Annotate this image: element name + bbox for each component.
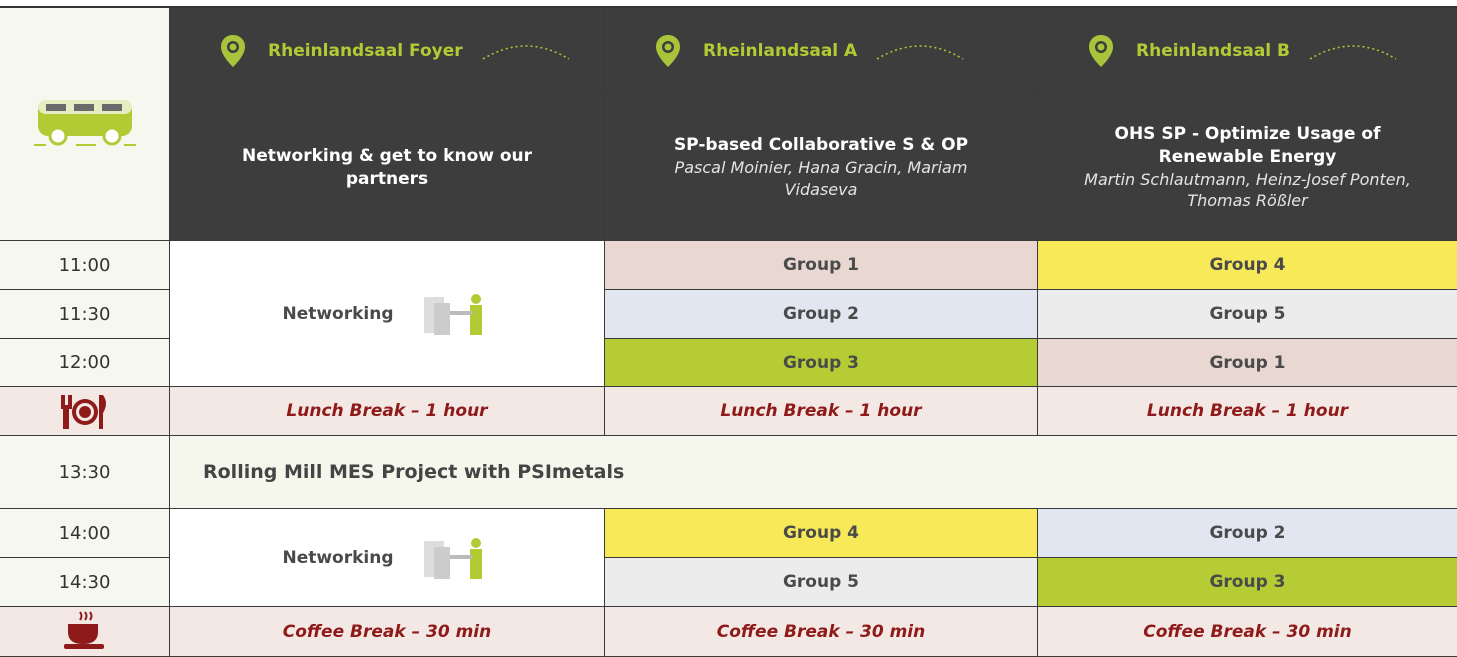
networking-cell: Networking bbox=[170, 509, 605, 607]
plenary-cell-text: Rolling Mill MES Project with PSImetals bbox=[203, 461, 625, 483]
time-cell: 12:00 bbox=[0, 339, 170, 387]
time-cell-text: 11:00 bbox=[58, 254, 111, 276]
group-cell-text: Group 5 bbox=[782, 572, 860, 592]
time-cell-text: 14:30 bbox=[58, 571, 111, 593]
group-cell: Group 4 bbox=[1038, 241, 1457, 290]
lunch-icon-cell bbox=[0, 387, 170, 436]
room-header: Rheinlandsaal Foyer bbox=[170, 8, 605, 95]
pin-icon bbox=[656, 35, 680, 67]
coffee-icon-cell bbox=[0, 607, 170, 657]
van-icon bbox=[33, 100, 136, 146]
room-header-text: Rheinlandsaal B bbox=[1136, 41, 1290, 61]
session-cell: SP-based Collaborative S & OP Pascal Moin… bbox=[605, 95, 1038, 241]
coffee-cell: Coffee Break – 30 min bbox=[605, 607, 1038, 657]
coffee-cell: Coffee Break – 30 min bbox=[170, 607, 605, 657]
group-cell: Group 1 bbox=[605, 241, 1038, 290]
networking-icon bbox=[423, 293, 482, 335]
session-title: SP-based Collaborative S & OP bbox=[673, 135, 969, 156]
group-cell-text: Group 2 bbox=[782, 304, 860, 324]
plenary-cell: Rolling Mill MES Project with PSImetals bbox=[170, 436, 1457, 509]
networking-cell-text: Networking bbox=[282, 303, 394, 324]
lunch-cell: Lunch Break – 1 hour bbox=[605, 387, 1038, 436]
group-cell-text: Group 1 bbox=[1209, 352, 1286, 373]
dotted-arc bbox=[1309, 45, 1397, 60]
dotted-arc bbox=[482, 45, 570, 60]
top-border bbox=[0, 6, 1457, 9]
time-cell-text: 14:00 bbox=[58, 522, 111, 544]
coffee-cell: Coffee Break – 30 min bbox=[1038, 607, 1457, 657]
group-cell: Group 2 bbox=[1038, 509, 1457, 558]
pin-icon bbox=[1089, 35, 1113, 67]
session-speakers: Pascal Moinier, Hana Gracin, Mariam Vida… bbox=[674, 158, 968, 199]
time-cell: 14:00 bbox=[0, 509, 170, 558]
lunch-cell: Lunch Break – 1 hour bbox=[1038, 387, 1457, 436]
group-cell-text: Group 3 bbox=[1209, 572, 1286, 592]
networking-cell-text: Networking bbox=[282, 547, 394, 568]
session-cell: Networking & get to know our partners bbox=[170, 95, 605, 241]
lunch-cell-text: Lunch Break – 1 hour bbox=[1146, 401, 1349, 421]
time-cell: 14:30 bbox=[0, 558, 170, 607]
group-cell: Group 5 bbox=[1038, 290, 1457, 339]
room-header-text: Rheinlandsaal A bbox=[703, 41, 858, 61]
coffee-icon bbox=[63, 610, 104, 649]
lunch-cell-text: Lunch Break – 1 hour bbox=[720, 401, 922, 421]
dotted-arc bbox=[876, 45, 964, 60]
room-header: Rheinlandsaal B bbox=[1038, 8, 1457, 95]
time-cell: 11:00 bbox=[0, 241, 170, 290]
group-cell-text: Group 5 bbox=[1209, 304, 1286, 324]
group-cell: Group 3 bbox=[605, 339, 1038, 387]
group-cell: Group 1 bbox=[1038, 339, 1457, 387]
session-title: OHS SP - Optimize Usage of Renewable Ene… bbox=[1114, 123, 1381, 167]
group-cell: Group 4 bbox=[605, 509, 1038, 558]
group-cell: Group 2 bbox=[605, 290, 1038, 339]
time-cell-text: 12:00 bbox=[58, 352, 111, 373]
coffee-cell-text: Coffee Break – 30 min bbox=[716, 621, 926, 642]
group-cell-text: Group 3 bbox=[782, 352, 860, 373]
group-cell: Group 5 bbox=[605, 558, 1038, 607]
coffee-cell-text: Coffee Break – 30 min bbox=[282, 621, 492, 642]
time-cell: 11:30 bbox=[0, 290, 170, 339]
room-header-text: Rheinlandsaal Foyer bbox=[268, 41, 463, 61]
group-cell: Group 3 bbox=[1038, 558, 1457, 607]
group-cell-text: Group 1 bbox=[782, 255, 860, 275]
lunch-icon bbox=[60, 395, 106, 429]
networking-cell: Networking bbox=[170, 241, 605, 387]
session-speakers: Martin Schlautmann, Heinz-Josef Ponten, … bbox=[1084, 169, 1411, 211]
time-cell-text: 13:30 bbox=[58, 461, 111, 483]
pin-icon bbox=[221, 35, 245, 67]
group-cell-text: Group 2 bbox=[1209, 523, 1286, 543]
coffee-cell-text: Coffee Break – 30 min bbox=[1143, 621, 1352, 642]
group-cell-text: Group 4 bbox=[782, 523, 860, 543]
lunch-cell-text: Lunch Break – 1 hour bbox=[286, 401, 488, 421]
networking-icon bbox=[423, 537, 482, 579]
group-cell-text: Group 4 bbox=[1209, 255, 1286, 275]
session-cell: OHS SP - Optimize Usage of Renewable Ene… bbox=[1038, 95, 1457, 241]
van-cell bbox=[0, 8, 170, 241]
time-cell-text: 11:30 bbox=[58, 303, 111, 325]
time-cell: 13:30 bbox=[0, 436, 170, 509]
session-title: Networking & get to know our partners bbox=[241, 145, 533, 189]
room-header: Rheinlandsaal A bbox=[605, 8, 1038, 95]
lunch-cell: Lunch Break – 1 hour bbox=[170, 387, 605, 436]
